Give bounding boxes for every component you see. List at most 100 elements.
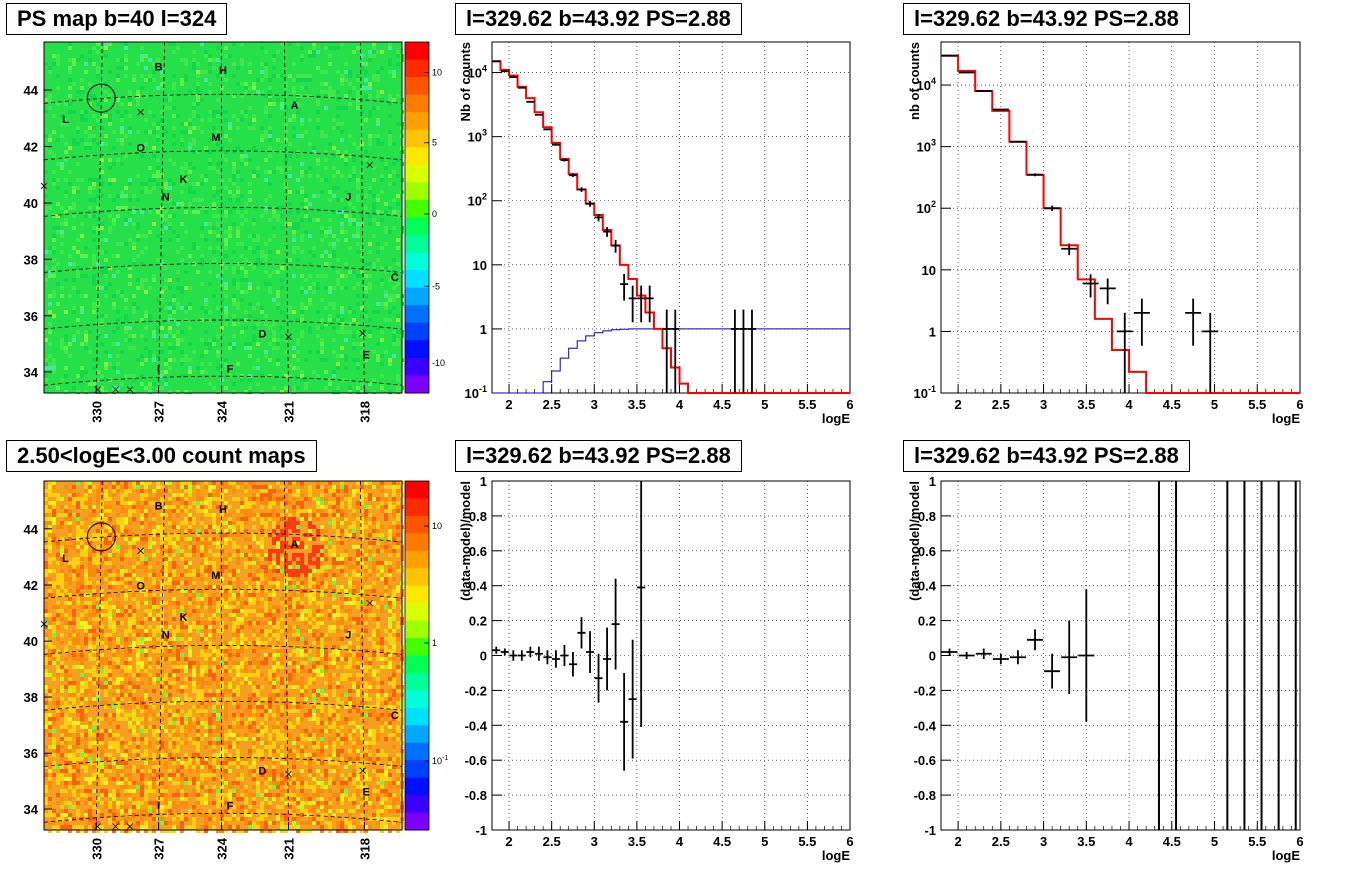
heatmap-cell [120,242,124,246]
heatmap-cell [88,50,92,54]
heatmap-cell [72,485,76,489]
heatmap-cell [324,513,328,517]
heatmap-cell [200,206,204,210]
heatmap-cell [392,533,396,537]
heatmap-cell [76,537,80,541]
heatmap-cell [140,637,144,641]
heatmap-cell [52,629,56,633]
heatmap-cell [136,174,140,178]
heatmap-cell [224,489,228,493]
heatmap-cell [88,82,92,86]
heatmap-cell [224,521,228,525]
heatmap-cell [216,693,220,697]
heatmap-cell [288,601,292,605]
heatmap-cell [116,577,120,581]
heatmap-cell [204,78,208,82]
heatmap-cell [200,637,204,641]
heatmap-cell [116,545,120,549]
heatmap-cell [240,298,244,302]
heatmap-cell [56,513,60,517]
heatmap-cell [104,98,108,102]
heatmap-cell [308,681,312,685]
heatmap-cell [356,330,360,334]
heatmap-cell [108,282,112,286]
heatmap-cell [248,585,252,589]
heatmap-cell [348,585,352,589]
heatmap-cell [48,134,52,138]
heatmap-cell [344,673,348,677]
heatmap-cell [360,54,364,58]
heatmap-cell [204,569,208,573]
heatmap-cell [328,290,332,294]
heatmap-cell [44,621,48,625]
heatmap-cell [152,358,156,362]
heatmap-cell [392,641,396,645]
heatmap-cell [80,234,84,238]
heatmap-cell [252,505,256,509]
heatmap-cell [260,553,264,557]
heatmap-cell [64,505,68,509]
heatmap-cell [296,154,300,158]
heatmap-cell [76,266,80,270]
heatmap-cell [108,641,112,645]
heatmap-cell [360,334,364,338]
heatmap-cell [60,346,64,350]
heatmap-cell [396,517,400,521]
heatmap-cell [92,262,96,266]
heatmap-cell [184,521,188,525]
heatmap-cell [188,653,192,657]
heatmap-cell [192,114,196,118]
heatmap-cell [108,625,112,629]
heatmap-cell [180,258,184,262]
heatmap-cell [224,78,228,82]
heatmap-cell [124,306,128,310]
heatmap-cell [292,669,296,673]
heatmap-cell [236,318,240,322]
heatmap-cell [376,242,380,246]
heatmap-cell [256,342,260,346]
heatmap-cell [60,569,64,573]
heatmap-cell [320,70,324,74]
heatmap-cell [44,338,48,342]
heatmap-cell [180,170,184,174]
heatmap-cell [308,657,312,661]
heatmap-cell [132,374,136,378]
heatmap-cell [204,370,208,374]
heatmap-cell [112,621,116,625]
heatmap-cell [72,609,76,613]
heatmap-cell [232,665,236,669]
heatmap-cell [300,46,304,50]
heatmap-cell [220,521,224,525]
heatmap-cell [180,501,184,505]
heatmap-cell [364,150,368,154]
heatmap-cell [44,581,48,585]
heatmap-cell [68,581,72,585]
heatmap-cell [220,202,224,206]
heatmap-cell [328,242,332,246]
heatmap-cell [116,158,120,162]
heatmap-cell [92,509,96,513]
heatmap-cell [356,549,360,553]
heatmap-cell [388,362,392,366]
heatmap-cell [60,134,64,138]
heatmap-cell [328,218,332,222]
heatmap-cell [96,537,100,541]
heatmap-cell [364,86,368,90]
heatmap-cell [396,378,400,382]
heatmap-cell [216,390,220,394]
heatmap-cell [392,338,396,342]
heatmap-cell [260,78,264,82]
heatmap-cell [176,545,180,549]
heatmap-cell [376,597,380,601]
heatmap-cell [108,581,112,585]
heatmap-cell [148,74,152,78]
heatmap-cell [220,513,224,517]
heatmap-cell [160,681,164,685]
heatmap-cell [64,366,68,370]
heatmap-cell [64,210,68,214]
heatmap-cell [268,697,272,701]
heatmap-cell [328,198,332,202]
y-tick-label: 42 [24,140,38,155]
heatmap-cell [324,549,328,553]
heatmap-cell [212,493,216,497]
